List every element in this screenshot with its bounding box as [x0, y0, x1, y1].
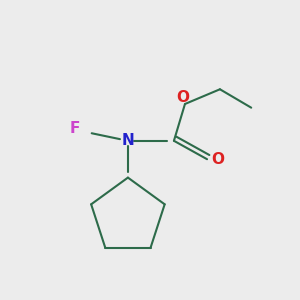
Text: O: O [211, 152, 224, 167]
Text: N: N [122, 133, 134, 148]
Text: F: F [69, 121, 80, 136]
Text: O: O [177, 90, 190, 105]
